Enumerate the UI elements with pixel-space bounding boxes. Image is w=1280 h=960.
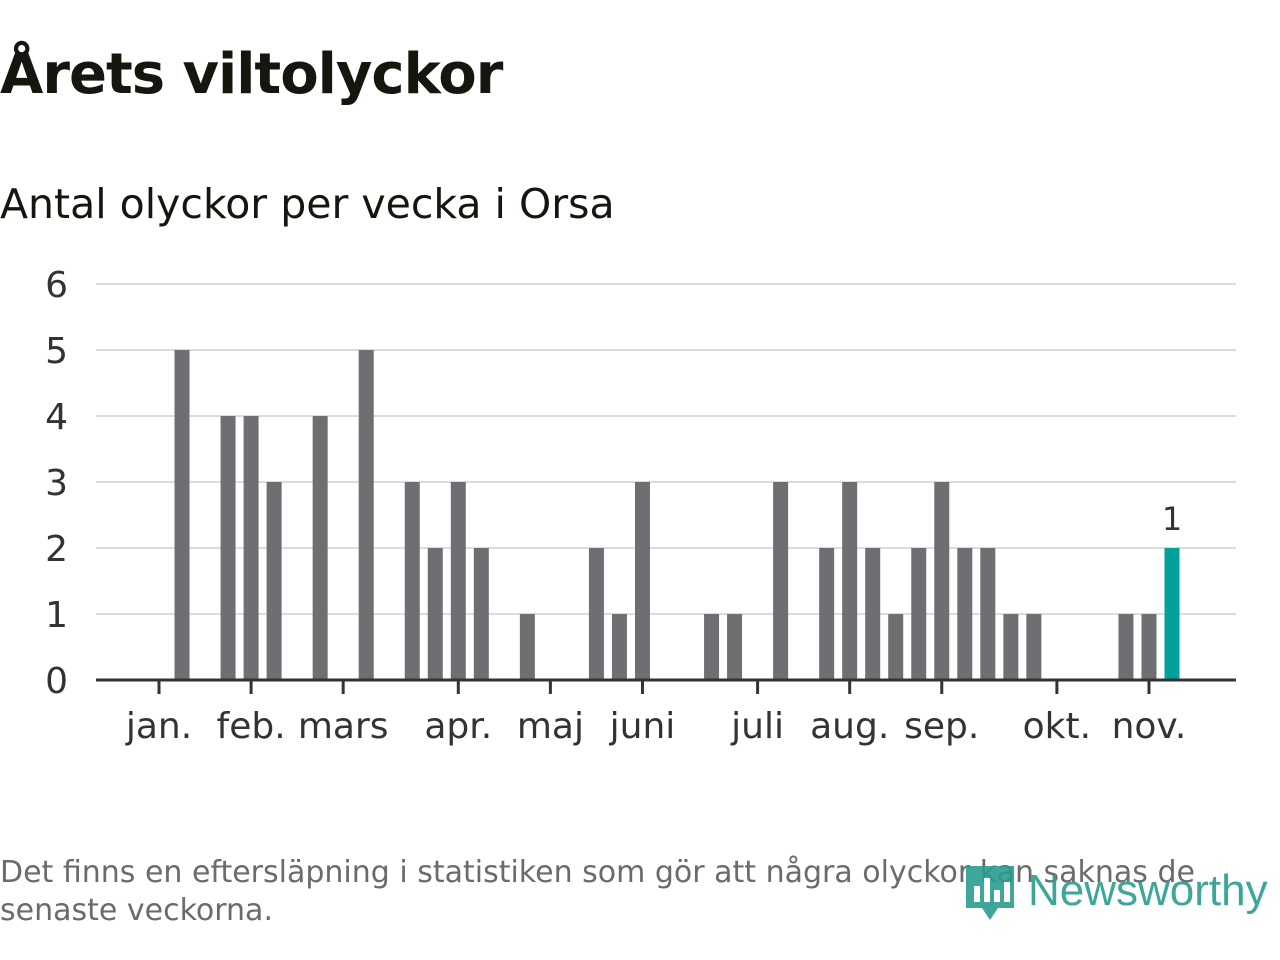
bar <box>980 548 996 680</box>
bar <box>704 614 720 680</box>
y-tick-label: 0 <box>45 661 68 702</box>
bar <box>865 548 881 680</box>
bar <box>957 548 973 680</box>
x-tick-label: mars <box>298 706 389 747</box>
bar <box>842 482 858 680</box>
bar <box>911 548 927 680</box>
chart-title: Årets viltolyckor <box>0 42 503 107</box>
bar <box>819 548 835 680</box>
gridlines <box>96 283 1236 615</box>
x-tick-label: apr. <box>424 706 492 747</box>
bar <box>450 482 466 680</box>
bar <box>427 548 443 680</box>
bar <box>727 614 743 680</box>
x-tick-label: juli <box>730 706 784 747</box>
newsworthy-logo-icon <box>966 866 1014 920</box>
bar <box>888 614 904 680</box>
x-tick-label: feb. <box>217 706 286 747</box>
x-tick-label: nov. <box>1112 706 1187 747</box>
x-tick-label: jan. <box>125 706 192 747</box>
bar <box>519 614 535 680</box>
y-axis-ticks: 0 1 2 3 4 5 6 <box>45 265 68 702</box>
bar <box>1026 614 1042 680</box>
bar <box>473 548 489 680</box>
bar <box>243 416 259 680</box>
x-tick-label: juni <box>609 706 676 747</box>
y-tick-label: 3 <box>45 463 68 504</box>
bar <box>611 614 627 680</box>
bar <box>1141 614 1157 680</box>
brand-name: Newsworthy <box>1028 866 1268 915</box>
x-tick-label: okt. <box>1023 706 1091 747</box>
bar <box>1003 614 1019 680</box>
chart-subtitle: Antal olyckor per vecka i Orsa <box>0 180 615 228</box>
bar <box>588 548 604 680</box>
bar <box>1118 614 1134 680</box>
bar <box>220 416 236 680</box>
x-tick-label: maj <box>517 706 584 747</box>
bar <box>404 482 420 680</box>
bar-highlight <box>1164 548 1180 680</box>
bar <box>174 350 190 680</box>
brand[interactable]: Newsworthy <box>964 858 1268 924</box>
bars <box>174 350 1180 680</box>
y-tick-label: 4 <box>45 397 68 438</box>
bar <box>934 482 950 680</box>
bar <box>266 482 282 680</box>
x-tick-label: aug. <box>810 706 889 747</box>
x-axis-ticks: jan. feb. mars apr. maj juni juli aug. sep. okt. n… <box>125 680 1187 747</box>
y-tick-label: 5 <box>45 331 68 372</box>
bar <box>773 482 789 680</box>
y-tick-label: 2 <box>45 529 68 570</box>
data-labels: 1 <box>1162 500 1182 538</box>
bar <box>312 416 328 680</box>
bar <box>358 350 374 680</box>
y-tick-label: 6 <box>45 265 68 306</box>
y-tick-label: 1 <box>45 595 68 636</box>
bar <box>634 482 650 680</box>
x-tick-label: sep. <box>904 706 979 747</box>
data-label: 1 <box>1162 500 1182 538</box>
